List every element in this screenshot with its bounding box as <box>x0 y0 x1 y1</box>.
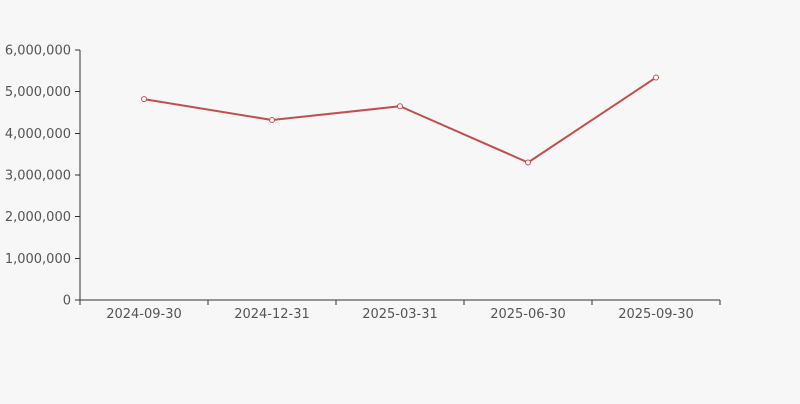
y-tick-label: 5,000,000 <box>5 85 71 100</box>
x-tick-label: 2024-12-31 <box>234 307 310 322</box>
y-tick-label: 3,000,000 <box>5 169 71 184</box>
x-tick-label: 2025-06-30 <box>490 307 566 322</box>
data-point-marker[interactable] <box>141 96 147 103</box>
y-tick-label: 6,000,000 <box>5 44 71 59</box>
data-point-marker[interactable] <box>397 103 403 110</box>
y-tick-label: 2,000,000 <box>5 210 71 225</box>
x-tick-label: 2025-03-31 <box>362 307 438 322</box>
data-point-marker[interactable] <box>653 74 659 81</box>
x-tick-label: 2025-09-30 <box>618 307 694 322</box>
y-tick-label: 4,000,000 <box>5 127 71 142</box>
y-tick-label: 1,000,000 <box>5 252 71 267</box>
data-point-marker[interactable] <box>269 117 275 123</box>
y-tick-label: 0 <box>63 294 71 309</box>
data-point-marker[interactable] <box>525 159 531 166</box>
x-tick-label: 2024-09-30 <box>106 307 182 322</box>
